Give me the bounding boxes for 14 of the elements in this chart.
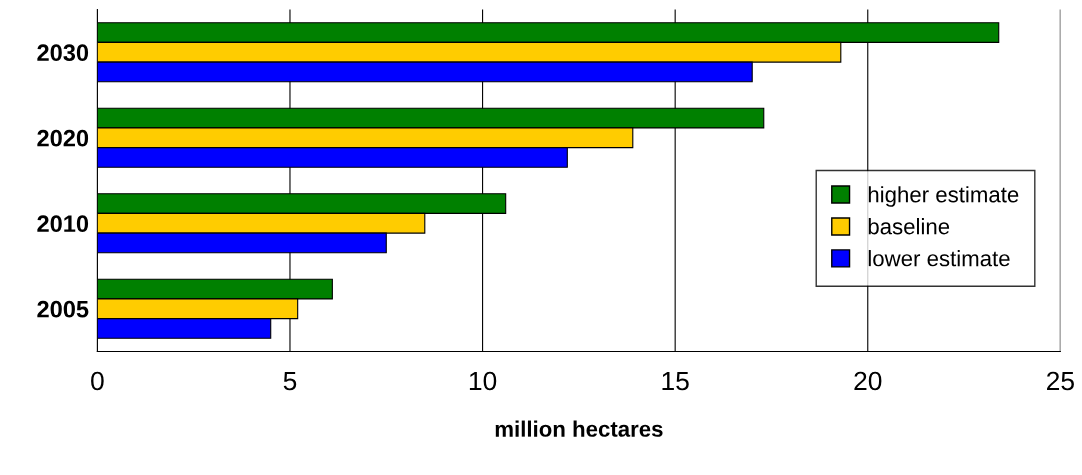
x-axis-title: million hectares (495, 420, 663, 437)
y-tick-label: 2005 (37, 300, 89, 318)
x-tick-label: 15 (662, 371, 689, 391)
legend-label: lower estimate (868, 250, 1010, 267)
legend-label: higher estimate (868, 186, 1019, 207)
x-tick-label: 20 (854, 371, 882, 391)
x-tick-label: 5 (283, 371, 297, 391)
y-tick-label: 2030 (37, 44, 89, 62)
x-tick-label: 25 (1047, 371, 1074, 391)
y-tick-label: 2020 (37, 129, 89, 147)
legend-label: baseline (868, 218, 950, 235)
x-tick-label: 10 (469, 371, 497, 391)
y-tick-label: 2010 (37, 215, 89, 233)
x-tick-label: 0 (91, 371, 104, 391)
